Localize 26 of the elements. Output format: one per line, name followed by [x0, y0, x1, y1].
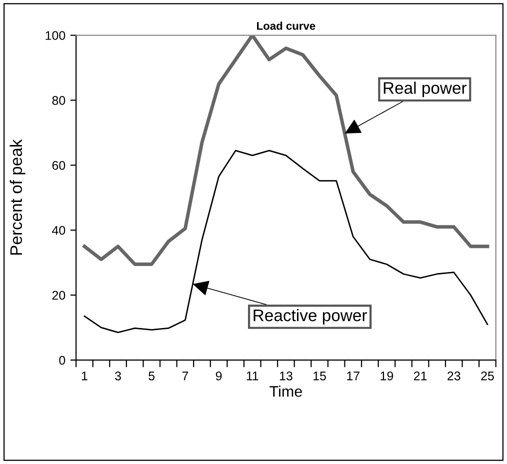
- y-tick-label: 0: [59, 356, 66, 365]
- x-tick-label: 25: [481, 372, 494, 380]
- y-tick-label: 40: [52, 226, 66, 235]
- x-tick-label: 13: [280, 372, 292, 380]
- x-axis-title: Time: [270, 386, 302, 397]
- x-tick-label: 23: [448, 372, 460, 380]
- text: Real power: [384, 82, 467, 98]
- x-tick-label: 17: [347, 372, 360, 380]
- line-series: [82, 35, 490, 266]
- x-tick-label: 21: [414, 372, 427, 380]
- line-series: [84, 150, 488, 334]
- x-tick-label: 19: [380, 372, 394, 380]
- y-axis-title: Percent of peak: [10, 139, 26, 255]
- x-tick-label: 15: [314, 372, 326, 380]
- y-tick-label: 60: [52, 160, 66, 170]
- x-tick-label: 1: [82, 372, 88, 380]
- x-tick-label: 9: [216, 372, 222, 380]
- x-tick-label: 7: [182, 372, 188, 380]
- y-tick-label: 100: [46, 31, 66, 40]
- x-tick-label: 5: [148, 372, 155, 380]
- text: Reactive power: [254, 309, 367, 325]
- x-tick-label: 3: [115, 372, 121, 380]
- x-tick-label: 11: [246, 372, 258, 380]
- y-tick-label: 80: [52, 96, 66, 105]
- chart-title: Load curve: [257, 22, 316, 30]
- y-tick-label: 20: [52, 290, 66, 300]
